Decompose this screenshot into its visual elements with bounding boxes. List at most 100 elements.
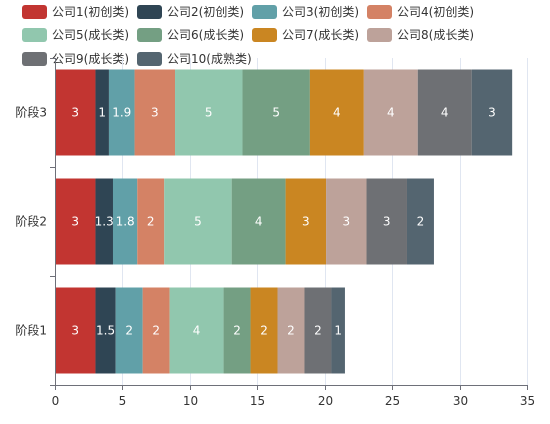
data-label: 2 — [314, 324, 322, 338]
y-tick-label: 阶段2 — [15, 214, 47, 229]
legend-label: 公司2(初创类) — [167, 5, 244, 19]
x-tick-label: 15 — [250, 394, 265, 408]
bar-segment[interactable] — [223, 287, 251, 374]
legend-swatch — [22, 28, 47, 42]
bar-segment[interactable] — [309, 69, 364, 156]
data-label: 1.3 — [95, 215, 114, 229]
bar-segment[interactable] — [169, 287, 224, 374]
data-label: 3 — [71, 106, 79, 120]
bar-segment[interactable] — [366, 178, 407, 265]
legend-label: 公司8(成长类) — [397, 28, 474, 42]
data-label: 1.5 — [96, 324, 115, 338]
bars: 3 1.5 2 2 4 2 2 2 2 13 1.3 1.8 2 5 4 3 3 3 23 1 1.9 3 5 5 4 4 4 3 — [55, 69, 513, 374]
bar-segment[interactable] — [242, 69, 310, 156]
legend-swatch — [252, 28, 277, 42]
legend-item[interactable]: 公司2(初创类) — [137, 5, 244, 19]
data-label: 1.9 — [112, 106, 131, 120]
data-label: 3 — [151, 106, 159, 120]
legend-item[interactable]: 公司1(初创类) — [22, 5, 129, 19]
data-label: 3 — [383, 215, 391, 229]
bar-segment[interactable] — [304, 287, 332, 374]
bar-segment[interactable] — [331, 287, 345, 374]
x-tick-label: 30 — [453, 394, 468, 408]
legend-item[interactable]: 公司7(成长类) — [252, 28, 359, 42]
legend-item[interactable]: 公司6(成长类) — [137, 28, 244, 42]
legend-swatch — [137, 52, 162, 66]
legend-label: 公司6(成长类) — [167, 28, 244, 42]
legend-item[interactable]: 公司8(成长类) — [367, 28, 474, 42]
legend-label: 公司3(初创类) — [282, 5, 359, 19]
legend-swatch — [137, 28, 162, 42]
y-tick-label: 阶段3 — [15, 105, 47, 120]
bar-segment[interactable] — [250, 287, 278, 374]
bar-segment[interactable] — [277, 287, 305, 374]
data-label: 4 — [387, 106, 395, 120]
x-tick-label: 35 — [520, 394, 535, 408]
data-label: 2 — [287, 324, 295, 338]
bar-segment[interactable] — [471, 69, 513, 156]
data-label: 2 — [233, 324, 241, 338]
legend-swatch — [367, 5, 392, 19]
bar-segment[interactable] — [175, 69, 243, 156]
legend-item[interactable]: 公司3(初创类) — [252, 5, 359, 19]
legend: 公司1(初创类) 公司2(初创类) 公司3(初创类) 公司4(初创类) 公司5(成长类)… — [22, 5, 474, 66]
data-label: 4 — [333, 106, 341, 120]
legend-swatch — [367, 28, 392, 42]
x-tick-label: 5 — [119, 394, 127, 408]
bar-segment[interactable] — [95, 69, 109, 156]
x-tick-label: 25 — [385, 394, 400, 408]
data-label: 1 — [334, 324, 342, 338]
legend-label: 公司7(成长类) — [282, 28, 359, 42]
data-label: 3 — [342, 215, 350, 229]
bar-segment[interactable] — [55, 178, 96, 265]
data-label: 3 — [71, 324, 79, 338]
bar-segment[interactable] — [134, 69, 176, 156]
bar-segment[interactable] — [108, 69, 135, 156]
bar-segment[interactable] — [112, 178, 138, 265]
legend-item[interactable]: 公司9(成长类) — [22, 52, 129, 66]
data-label: 3 — [71, 215, 79, 229]
bar-segment[interactable] — [363, 69, 418, 156]
data-label: 4 — [441, 106, 449, 120]
bar-segment[interactable] — [326, 178, 367, 265]
bar-segment[interactable] — [55, 287, 96, 374]
legend-label: 公司1(初创类) — [52, 5, 129, 19]
bar-segment[interactable] — [55, 69, 96, 156]
data-label: 2 — [147, 215, 155, 229]
legend-label: 公司4(初创类) — [397, 5, 474, 19]
data-label: 4 — [193, 324, 201, 338]
legend-swatch — [22, 52, 47, 66]
data-label: 5 — [205, 106, 213, 120]
bar-segment[interactable] — [115, 287, 143, 374]
legend-label: 公司9(成长类) — [52, 52, 129, 66]
data-label: 2 — [125, 324, 133, 338]
legend-item[interactable]: 公司4(初创类) — [367, 5, 474, 19]
data-label: 2 — [417, 215, 425, 229]
bar-segment[interactable] — [164, 178, 232, 265]
bar-segment[interactable] — [231, 178, 286, 265]
data-label: 1.8 — [116, 215, 135, 229]
data-label: 5 — [194, 215, 202, 229]
bar-segment[interactable] — [406, 178, 434, 265]
legend-item[interactable]: 公司5(成长类) — [22, 28, 129, 42]
bar-segment[interactable] — [95, 287, 116, 374]
bar-segment[interactable] — [142, 287, 170, 374]
bar-segment[interactable] — [285, 178, 327, 265]
y-tick-label: 阶段1 — [15, 323, 47, 338]
bar-segment[interactable] — [137, 178, 165, 265]
legend-label: 公司10(成熟类) — [167, 51, 252, 66]
legend-item[interactable]: 公司10(成熟类) — [137, 51, 252, 66]
x-tick-label: 0 — [52, 394, 60, 408]
x-tick-label: 20 — [318, 394, 333, 408]
data-label: 1 — [98, 106, 106, 120]
data-label: 5 — [272, 106, 280, 120]
bar-segment[interactable] — [417, 69, 472, 156]
data-label: 3 — [302, 215, 310, 229]
data-label: 3 — [488, 106, 496, 120]
legend-swatch — [22, 5, 47, 19]
x-tick-label: 10 — [183, 394, 198, 408]
bar-segment[interactable] — [95, 178, 113, 265]
